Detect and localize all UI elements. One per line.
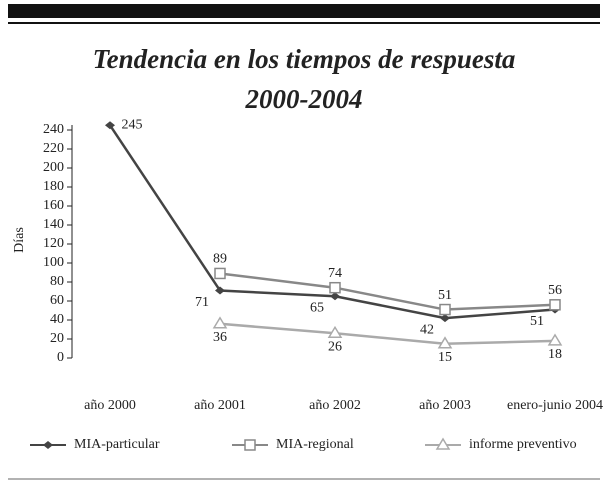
point <box>330 292 340 301</box>
y-tick-label: 220 <box>43 141 64 156</box>
chart-title: Tendencia en los tiempos de respuesta <box>93 44 516 74</box>
x-tick-label: año 2001 <box>194 398 246 413</box>
point <box>215 286 225 295</box>
legend-label: MIA-particular <box>74 437 160 452</box>
y-axis-label: Días <box>12 227 27 253</box>
legend-marker <box>43 441 53 449</box>
point <box>329 281 341 294</box>
legend-label: informe preventivo <box>469 437 577 452</box>
legend-marker <box>435 437 451 450</box>
point <box>439 303 451 316</box>
y-tick-label: 100 <box>43 255 64 270</box>
y-tick-label: 120 <box>43 236 64 251</box>
x-tick-label: enero-junio 2004 <box>507 398 603 413</box>
y-tick-label: 180 <box>43 179 64 194</box>
y-tick-label: 240 <box>43 122 64 137</box>
y-tick-label: 80 <box>50 274 64 289</box>
y-tick-label: 140 <box>43 217 64 232</box>
point <box>437 336 453 349</box>
legend-marker <box>244 439 256 451</box>
series-line <box>219 322 556 346</box>
data-label: 42 <box>420 322 434 337</box>
legend-label: MIA-regional <box>276 437 354 452</box>
point <box>212 316 228 329</box>
y-tick-label: 160 <box>43 198 64 213</box>
x-tick-label: año 2002 <box>309 398 361 413</box>
series-line <box>219 272 556 311</box>
y-tick-label: 200 <box>43 160 64 175</box>
data-label: 245 <box>122 117 143 132</box>
y-tick-label: 0 <box>57 350 64 365</box>
data-label: 71 <box>195 295 209 310</box>
data-label: 51 <box>530 314 544 329</box>
x-tick-label: año 2003 <box>419 398 471 413</box>
top-rule <box>8 22 600 24</box>
y-tick-label: 40 <box>50 312 64 327</box>
point <box>440 314 450 323</box>
point <box>214 267 226 280</box>
data-label: 89 <box>213 252 227 267</box>
data-label: 51 <box>438 288 452 303</box>
point <box>105 121 115 130</box>
point <box>547 333 563 346</box>
y-tick-label: 60 <box>50 293 64 308</box>
chart-subtitle: 2000-2004 <box>245 84 363 114</box>
top-bar <box>8 4 600 18</box>
data-label: 65 <box>310 300 324 315</box>
data-label: 26 <box>328 340 342 355</box>
data-label: 74 <box>328 266 342 281</box>
y-tick-label: 20 <box>50 331 64 346</box>
data-label: 18 <box>548 347 562 362</box>
point <box>549 299 561 311</box>
data-label: 15 <box>438 350 452 365</box>
x-tick-label: año 2000 <box>84 398 136 413</box>
data-label: 56 <box>548 283 562 298</box>
point <box>327 325 343 339</box>
data-label: 36 <box>213 330 227 345</box>
